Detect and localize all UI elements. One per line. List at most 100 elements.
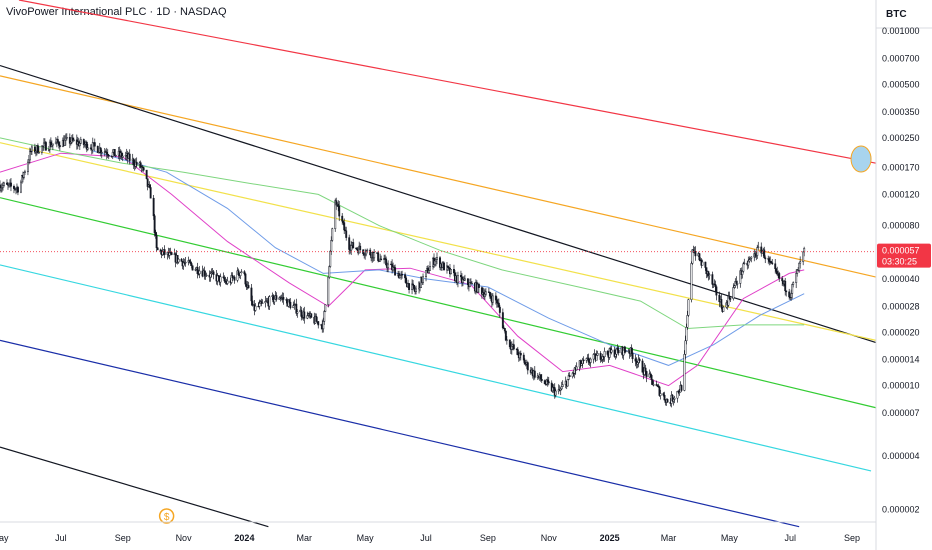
candle-body [177, 258, 180, 263]
trend-line [0, 446, 269, 528]
time-axis[interactable]: May Jul Sep Nov 2024 Mar May Jul Sep Nov 2025 Mar Ma… [0, 533, 860, 543]
candle-body [369, 249, 372, 255]
candle-body [687, 299, 690, 316]
y-tick-label: 0.000004 [882, 451, 920, 461]
candle-body [57, 142, 60, 146]
candle-body [568, 375, 571, 377]
y-tick-label: 0.000080 [882, 221, 920, 231]
y-tick-label: 0.001000 [882, 26, 920, 36]
chart-title: VivoPower International PLC · 1D · NASDA… [6, 6, 227, 18]
candle-body [698, 253, 701, 261]
candle-body [615, 347, 618, 355]
candle-body [691, 249, 694, 264]
candle-body [489, 295, 492, 299]
candle-body [338, 205, 341, 217]
dividend-marker-icon [158, 508, 175, 524]
candle-body [317, 321, 320, 326]
candle-body [732, 287, 735, 299]
candle-body [334, 200, 337, 229]
candle-body [575, 366, 578, 371]
candle-body [273, 298, 276, 303]
candle-body [23, 171, 26, 173]
candle-body [659, 393, 662, 396]
candle-body [795, 273, 798, 283]
candle-body [508, 339, 511, 348]
candle-body [495, 299, 498, 303]
candle-body [328, 266, 331, 278]
candle-body [676, 390, 679, 399]
candle-body [560, 386, 563, 390]
candle-body [154, 232, 157, 236]
candle-body [412, 283, 415, 286]
candle-body [216, 275, 219, 282]
candle-body [666, 399, 669, 403]
candle-body [603, 351, 606, 357]
candle-body [292, 305, 295, 309]
candle-body [483, 293, 486, 297]
candle-body [190, 263, 193, 266]
candle-body [799, 261, 802, 264]
candle-body [617, 349, 620, 354]
candle-body [747, 260, 750, 266]
candle-body [331, 228, 334, 241]
candle-body [470, 282, 473, 285]
candle-body [296, 311, 299, 314]
x-tick-label: Sep [480, 533, 496, 543]
moving-average-line [91, 150, 805, 366]
candle-body [350, 245, 353, 251]
y-tick-label: 0.000020 [882, 327, 920, 337]
y-tick-label: 0.000040 [882, 274, 920, 284]
candle-body [168, 252, 171, 256]
y-tick-label: 0.000007 [882, 408, 920, 418]
y-tick-label: 0.000028 [882, 301, 920, 311]
candle-body [310, 313, 313, 318]
trend-line [0, 64, 877, 344]
candle-body [750, 256, 753, 259]
candle-body [757, 246, 760, 248]
candle-body [466, 278, 469, 286]
candle-body [728, 295, 731, 299]
candle-body [413, 284, 416, 290]
candle-body [566, 379, 569, 387]
candle-body [78, 143, 81, 147]
candle-body [404, 274, 407, 279]
candle-body [226, 280, 229, 284]
candle-body [715, 286, 718, 296]
candle-body [373, 252, 376, 259]
candle-body [771, 262, 774, 265]
x-tick-label: Nov [541, 533, 558, 543]
candle-body [631, 352, 634, 360]
candle-body [111, 152, 114, 157]
candle-body [729, 298, 732, 300]
candle-body [161, 251, 164, 255]
candle-body [17, 187, 19, 193]
x-tick-label: Sep [844, 533, 860, 543]
candle-body [510, 345, 513, 350]
candle-body [425, 269, 427, 278]
candle-body [415, 288, 418, 292]
candle-body [37, 152, 40, 154]
candle-body [651, 379, 654, 385]
candle-body [233, 276, 236, 281]
candles [0, 133, 806, 408]
candle-body [247, 285, 250, 289]
candle-body [156, 247, 159, 251]
candle-body [488, 291, 491, 297]
candle-body [139, 162, 142, 168]
candle-body [258, 303, 261, 307]
candle-body [79, 139, 82, 144]
trend-line [18, 0, 877, 164]
candle-body [567, 375, 570, 380]
candle-body [547, 381, 550, 384]
candle-body [121, 155, 124, 158]
candle-body [503, 328, 506, 332]
candle-body [543, 380, 546, 384]
candle-body [694, 251, 697, 257]
candle-body [10, 182, 12, 187]
candle-body [107, 154, 110, 157]
candle-body [58, 145, 61, 148]
candle-body [561, 384, 564, 387]
candle-body [184, 261, 187, 264]
